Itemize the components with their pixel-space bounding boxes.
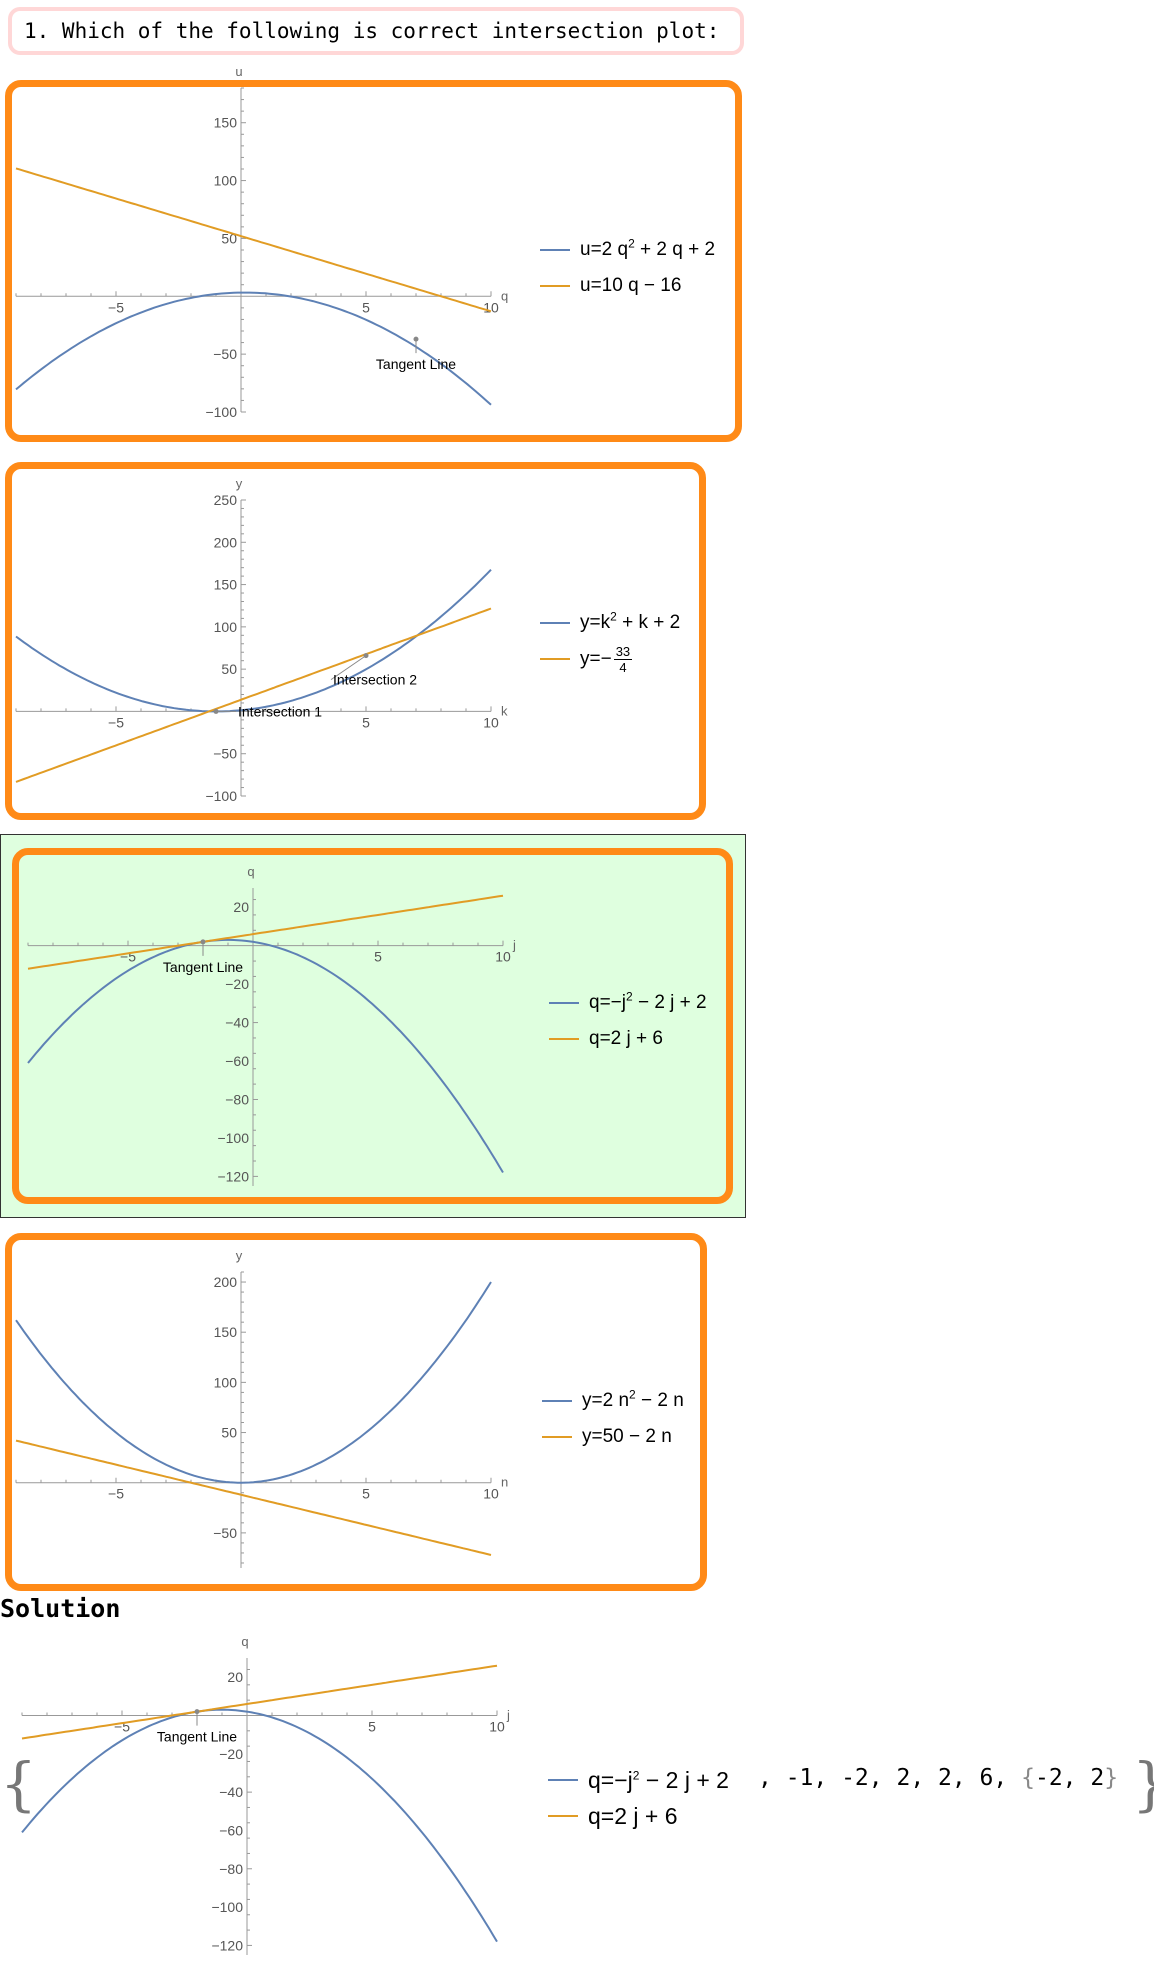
y-tick-label: −40 [219,1784,243,1800]
solution-inner-open: { [1021,1765,1035,1791]
x-tick-label: −5 [114,1718,130,1734]
x-axis-label: j [506,1707,510,1722]
legend-curve-label: q=−j2 − 2 j + 2 [588,1767,729,1794]
curve-series [22,1710,497,1942]
line-series [22,1666,497,1739]
y-tick-label: −120 [211,1937,243,1953]
y-tick-label: −20 [219,1746,243,1762]
solution-inner-values: -2, 2 [1035,1765,1104,1791]
y-tick-label: −100 [211,1899,243,1915]
y-tick-label: 20 [227,1669,243,1685]
legend-curve: q=−j2 − 2 j + 2 [548,1762,729,1798]
solution-close-brace: } [1132,1750,1154,1818]
x-tick-label: 5 [368,1718,376,1734]
x-tick-label: 10 [489,1718,505,1734]
y-tick-label: −60 [219,1822,243,1838]
y-tick-label: −80 [219,1861,243,1877]
solution-chart: −5 5 10 20 −20 −40 −60 −80 −100 −120 j q Tangent Lin… [0,0,600,1975]
solution-values: , -1, -2, 2, 2, 6, {-2, 2} [758,1765,1118,1791]
line-swatch-icon [548,1815,578,1817]
solution-inner-close: } [1104,1765,1118,1791]
annotation-label: Tangent Line [157,1729,237,1745]
legend-line-label: q=2 j + 6 [588,1803,678,1830]
solution-legend: q=−j2 − 2 j + 2 q=2 j + 6 [548,1762,729,1834]
curve-swatch-icon [548,1779,578,1781]
legend-line: q=2 j + 6 [548,1798,729,1834]
y-axis-label: q [241,1634,248,1649]
solution-values-list: , -1, -2, 2, 2, 6, [758,1765,1021,1791]
